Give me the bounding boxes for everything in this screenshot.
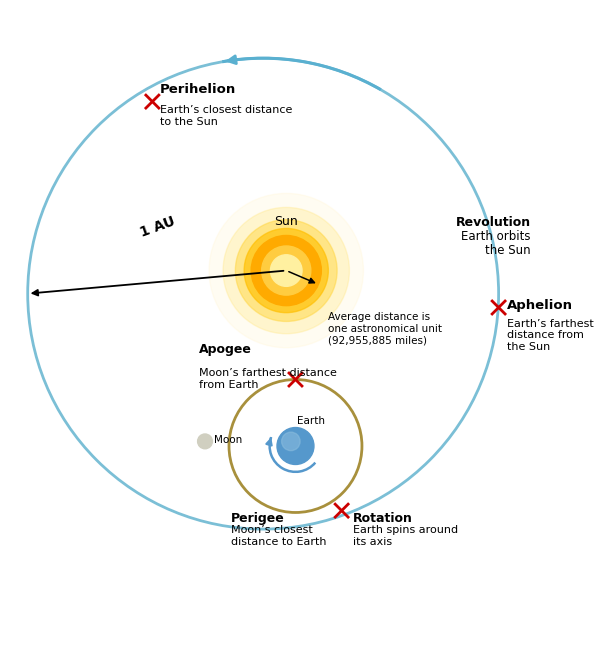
Circle shape <box>244 229 328 312</box>
Text: the Sun: the Sun <box>485 243 531 256</box>
Text: Perihelion: Perihelion <box>160 83 236 96</box>
Text: Earth spins around
its axis: Earth spins around its axis <box>353 525 458 547</box>
Circle shape <box>262 246 311 295</box>
Text: Sun: Sun <box>274 215 298 228</box>
Text: Apogee: Apogee <box>199 344 251 357</box>
Text: Moon’s closest
distance to Earth: Moon’s closest distance to Earth <box>231 525 326 547</box>
Text: Rotation: Rotation <box>353 512 413 525</box>
Circle shape <box>281 432 300 450</box>
Text: 1 AU: 1 AU <box>139 215 178 240</box>
Text: Earth: Earth <box>298 416 325 426</box>
Text: Revolution: Revolution <box>456 216 531 229</box>
Circle shape <box>251 236 322 306</box>
Circle shape <box>235 219 337 322</box>
Text: Moon’s farthest distance
from Earth: Moon’s farthest distance from Earth <box>199 368 337 390</box>
Text: Perigee: Perigee <box>231 512 284 525</box>
Text: Moon: Moon <box>214 434 242 445</box>
Text: Aphelion: Aphelion <box>507 299 573 312</box>
Circle shape <box>223 208 349 334</box>
Circle shape <box>197 434 212 449</box>
Text: Earth’s farthest
distance from
the Sun: Earth’s farthest distance from the Sun <box>507 318 593 352</box>
Text: Average distance is
one astronomical unit
(92,955,885 miles): Average distance is one astronomical uni… <box>328 312 442 345</box>
Circle shape <box>209 193 364 348</box>
Text: Earth’s closest distance
to the Sun: Earth’s closest distance to the Sun <box>160 105 292 127</box>
Circle shape <box>271 255 302 286</box>
Circle shape <box>277 428 314 464</box>
Text: Earth orbits: Earth orbits <box>461 230 531 243</box>
